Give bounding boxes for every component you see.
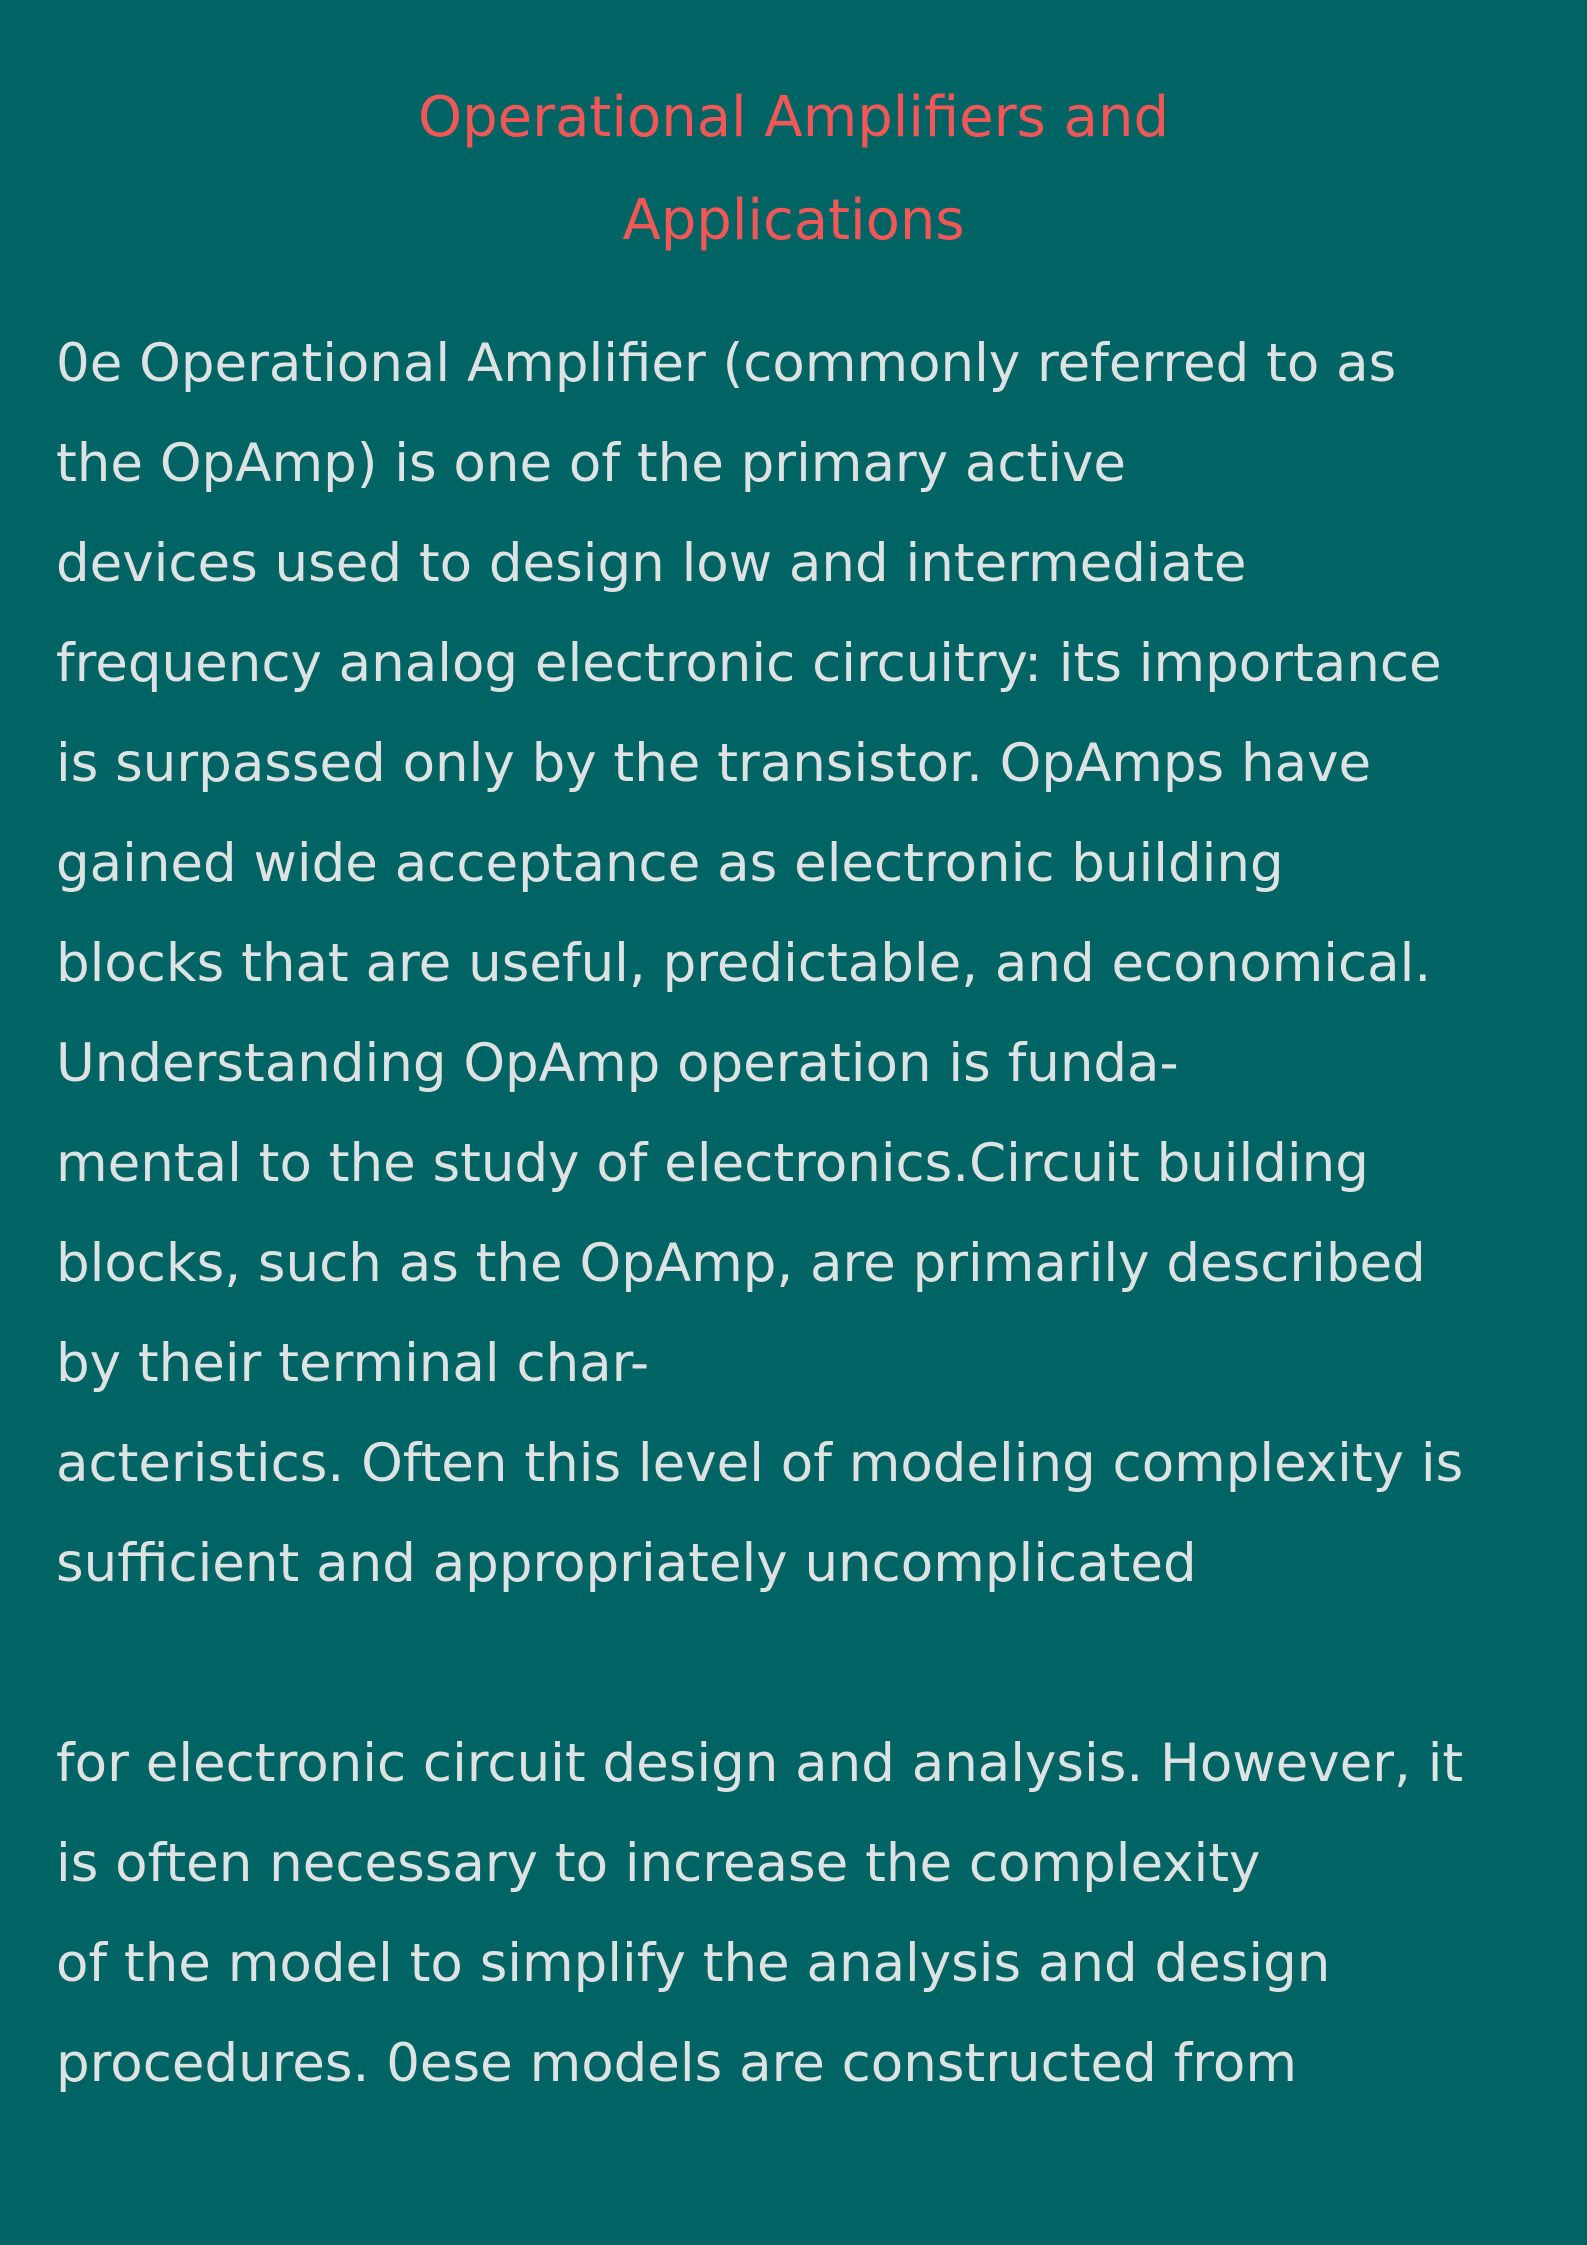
body-line: blocks, such as the OpAmp, are primarily… (56, 1233, 1426, 1294)
paragraph-gap (56, 1614, 1531, 1714)
body-line: blocks that are useful, predictable, and… (56, 933, 1432, 994)
body-line: gained wide acceptance as electronic bui… (56, 833, 1284, 894)
body-line: by their terminal char- (56, 1333, 650, 1394)
body-line: 0e Operational Amplifier (commonly refer… (56, 333, 1397, 394)
document-title: Operational Amplifiers and Applications (56, 0, 1531, 272)
body-line: frequency analog electronic circuitry: i… (56, 633, 1442, 694)
body-line: of the model to simplify the analysis an… (56, 1933, 1331, 1994)
body-line: Understanding OpAmp operation is funda- (56, 1033, 1179, 1094)
body-line: sufficient and appropriately uncomplicat… (56, 1533, 1197, 1594)
document-body: 0e Operational Amplifier (commonly refer… (56, 314, 1531, 2114)
title-line-2: Applications (622, 188, 965, 253)
body-line: for electronic circuit design and analys… (56, 1733, 1464, 1794)
body-line: devices used to design low and intermedi… (56, 533, 1247, 594)
title-line-1: Operational Amplifiers and (418, 85, 1169, 150)
body-line: is surpassed only by the transistor. OpA… (56, 733, 1372, 794)
body-line: the OpAmp) is one of the primary active (56, 433, 1127, 494)
body-line: procedures. 0ese models are constructed … (56, 2033, 1297, 2094)
body-line: mental to the study of electronics.Circu… (56, 1133, 1369, 1194)
body-line: acteristics. Often this level of modelin… (56, 1433, 1464, 1494)
body-line: is often necessary to increase the compl… (56, 1833, 1261, 1894)
